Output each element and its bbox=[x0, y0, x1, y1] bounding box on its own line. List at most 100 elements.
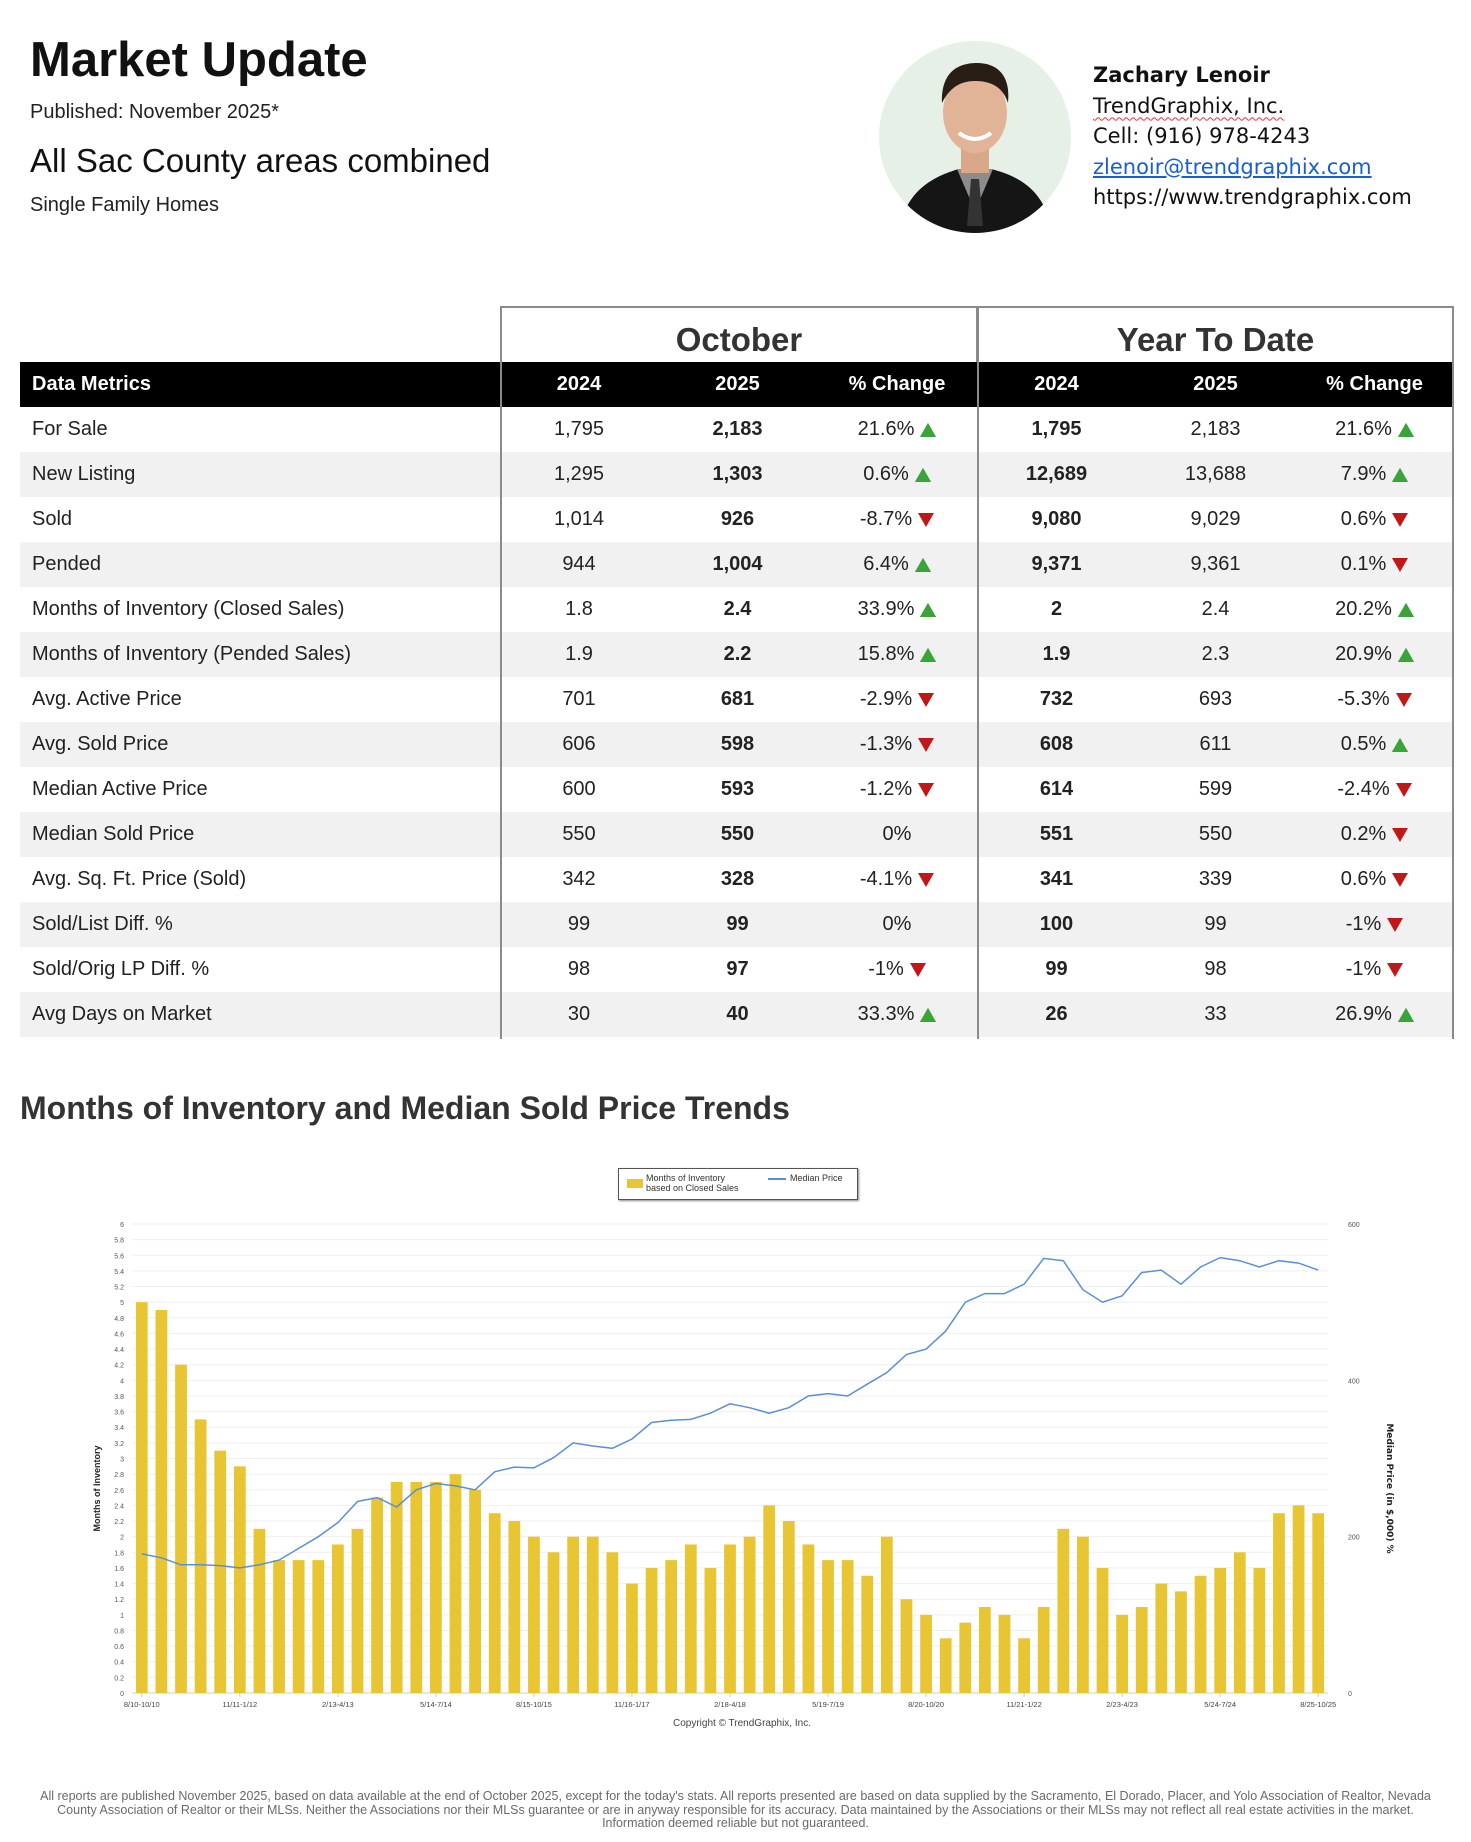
cell-text: Months of Inventory (Closed Sales) bbox=[32, 598, 345, 620]
agent-photo bbox=[879, 41, 1071, 233]
right-axis-title: Median Price (in $,000) % bbox=[1384, 1423, 1394, 1553]
cell-text: 2.4 bbox=[723, 598, 752, 620]
cell-text: 681 bbox=[720, 688, 755, 710]
metric-label: Avg. Active Price bbox=[20, 677, 512, 722]
metric-value: 681 bbox=[658, 677, 817, 722]
group-header-october: October bbox=[500, 306, 978, 362]
inventory-bar bbox=[410, 1481, 423, 1693]
cell-text: For Sale bbox=[32, 418, 108, 440]
inventory-bar bbox=[233, 1466, 246, 1693]
table-row: Sold/Orig LP Diff. % 98 97 -1% 99 98 -1% bbox=[20, 947, 1454, 992]
cell-text: Sold/Orig LP Diff. % bbox=[32, 958, 210, 980]
right-tick-label: 600 bbox=[1348, 1222, 1360, 1229]
inventory-bar bbox=[724, 1544, 736, 1693]
inventory-bar bbox=[469, 1489, 481, 1693]
table-row: For Sale 1,795 2,183 21.6% 1,795 2,183 21.6% bbox=[20, 407, 1454, 452]
metric-label: Avg Days on Market bbox=[20, 992, 512, 1037]
inventory-bar bbox=[861, 1575, 874, 1693]
cell-text: 611 bbox=[1199, 733, 1232, 755]
cell-text: 550 bbox=[562, 823, 596, 845]
metric-value: 33 bbox=[1136, 992, 1295, 1037]
inventory-bar bbox=[214, 1450, 227, 1693]
metric-value: 100 bbox=[977, 902, 1136, 947]
cell-text: 9,080 bbox=[1031, 508, 1082, 530]
cell-text: 33 bbox=[1204, 1003, 1227, 1025]
agent-website[interactable]: https://www.trendgraphix.com bbox=[1093, 185, 1412, 209]
metric-label: Avg. Sold Price bbox=[20, 722, 512, 767]
metric-value: 2.3 bbox=[1136, 632, 1295, 677]
metric-value: -1.2% bbox=[817, 767, 977, 812]
arrow-down-icon bbox=[1387, 917, 1404, 932]
metric-value: -5.3% bbox=[1295, 677, 1454, 722]
table-row: Pended 944 1,004 6.4% 9,371 9,361 0.1% bbox=[20, 542, 1454, 587]
column-header: Data Metrics bbox=[32, 373, 151, 395]
left-tick-label: 4.4 bbox=[114, 1347, 124, 1354]
arrow-down-icon bbox=[1392, 827, 1409, 842]
arrow-up-icon bbox=[1397, 1007, 1414, 1022]
cell-text: 98 bbox=[1204, 958, 1227, 980]
inventory-bar bbox=[880, 1536, 893, 1693]
table-row: Sold/List Diff. % 99 99 0% 100 99 -1% bbox=[20, 902, 1454, 947]
cell-text: 2 bbox=[1050, 598, 1063, 620]
x-tick-label: 2/23-4/23 bbox=[1106, 1700, 1138, 1709]
left-tick-label: 0.8 bbox=[114, 1628, 124, 1635]
arrow-up-icon bbox=[1392, 737, 1409, 752]
arrow-down-icon bbox=[918, 782, 935, 797]
column-header: 2024 bbox=[1034, 373, 1079, 395]
metric-value: 606 bbox=[500, 722, 658, 767]
cell-text: 30 bbox=[567, 1003, 591, 1025]
cell-text: 1.9 bbox=[565, 643, 593, 665]
inventory-bar bbox=[1096, 1567, 1109, 1693]
arrow-down-icon bbox=[1392, 557, 1409, 572]
cell-text: -1% bbox=[1345, 913, 1382, 935]
metric-value: 598 bbox=[658, 722, 817, 767]
cell-text: 21.6% bbox=[1335, 418, 1392, 440]
metric-value: 2,183 bbox=[658, 407, 817, 452]
cell-text: -1% bbox=[1345, 958, 1382, 980]
metric-value: -1% bbox=[817, 947, 977, 992]
table-row: Sold 1,014 926 -8.7% 9,080 9,029 0.6% bbox=[20, 497, 1454, 542]
inventory-bar bbox=[508, 1521, 521, 1693]
cell-text: 1,014 bbox=[553, 508, 605, 530]
arrow-down-icon bbox=[1387, 962, 1404, 977]
cell-text: 1,303 bbox=[712, 463, 763, 485]
left-tick-label: 1.4 bbox=[114, 1582, 124, 1589]
metric-label: Median Sold Price bbox=[20, 812, 512, 857]
cell-text: 606 bbox=[562, 733, 596, 755]
cell-text: Avg. Sold Price bbox=[32, 733, 169, 755]
inventory-bar bbox=[547, 1552, 560, 1693]
inventory-bar bbox=[1135, 1607, 1148, 1693]
left-tick-label: 1.2 bbox=[114, 1597, 124, 1604]
metric-value: 97 bbox=[658, 947, 817, 992]
arrow-up-icon bbox=[914, 557, 931, 572]
metric-value: 20.9% bbox=[1295, 632, 1454, 677]
inventory-bar bbox=[175, 1364, 187, 1693]
left-tick-label: 4.2 bbox=[114, 1363, 124, 1370]
metric-value: 99 bbox=[658, 902, 817, 947]
metric-value: 2,183 bbox=[1136, 407, 1295, 452]
metric-value: -1.3% bbox=[817, 722, 977, 767]
metric-value: 98 bbox=[500, 947, 658, 992]
metric-value: 0.6% bbox=[817, 452, 977, 497]
metric-value: 1,014 bbox=[500, 497, 658, 542]
inventory-bar bbox=[1077, 1536, 1089, 1693]
agent-email-link[interactable]: zlenoir@trendgraphix.com bbox=[1093, 154, 1372, 179]
column-divider bbox=[977, 306, 979, 1039]
agent-contact: Zachary Lenoir TrendGraphix, Inc. Cell: … bbox=[1093, 60, 1412, 213]
cell-text: 40 bbox=[726, 1003, 749, 1025]
inventory-bar bbox=[331, 1544, 344, 1693]
inventory-bar bbox=[802, 1544, 815, 1693]
cell-text: 2.4 bbox=[1201, 598, 1230, 620]
inventory-bar bbox=[665, 1560, 678, 1693]
metric-label: Median Active Price bbox=[20, 767, 512, 812]
table-row: Months of Inventory (Pended Sales) 1.9 2.2… bbox=[20, 632, 1454, 677]
cell-text: 551 bbox=[1039, 823, 1074, 845]
metric-value: -8.7% bbox=[817, 497, 977, 542]
table-row: Avg. Sold Price 606 598 -1.3% 608 611 0.5% bbox=[20, 722, 1454, 767]
cell-text: 693 bbox=[1198, 688, 1233, 710]
metric-value: 614 bbox=[977, 767, 1136, 812]
inventory-bar bbox=[1312, 1513, 1325, 1693]
metric-value: 0.6% bbox=[1295, 857, 1454, 902]
table-header-row: Data Metrics 2024 2025 % Change 2024 2025 % Ch… bbox=[20, 362, 1454, 407]
cell-text: Median Active Price bbox=[32, 778, 208, 800]
